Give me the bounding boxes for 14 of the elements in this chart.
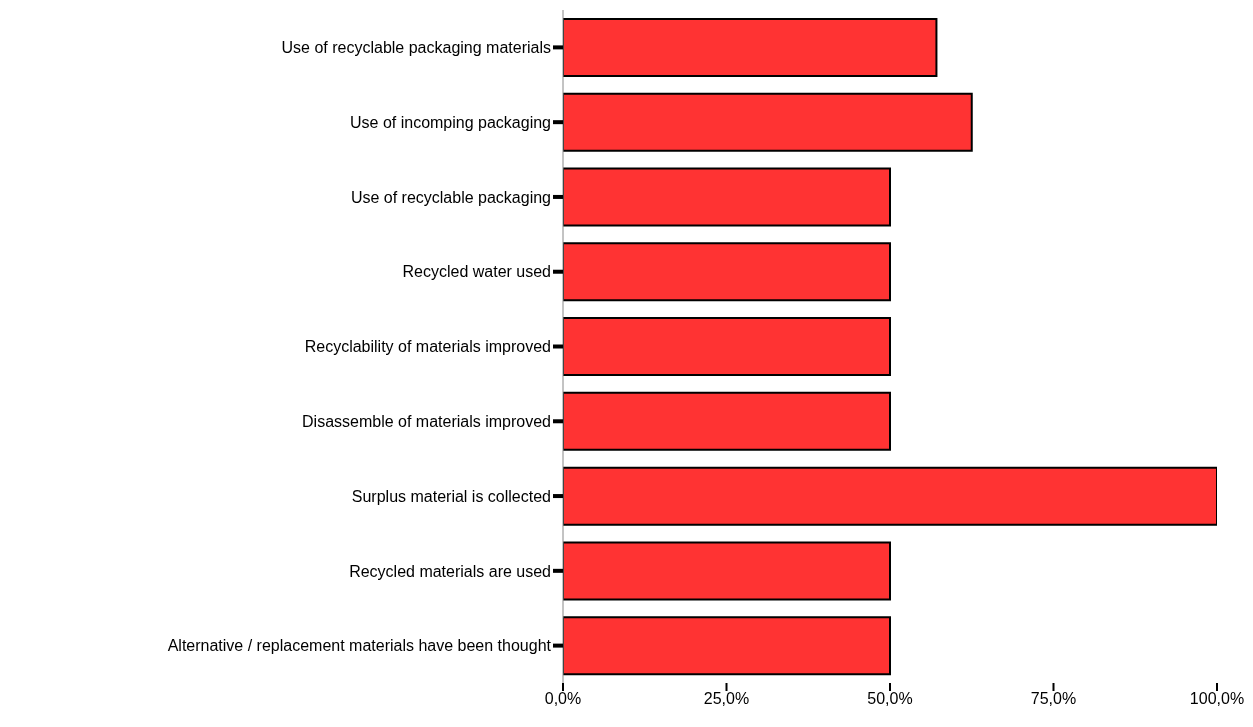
y-tick-label: Alternative / replacement materials have been thought (167, 637, 552, 655)
y-tick-label: Disassemble of materials improved (302, 412, 551, 430)
y-tick-label: Recyclability of materials improved (304, 338, 551, 356)
x-tick-label: 25,0% (703, 690, 750, 708)
x-tick-label: 75,0% (1030, 690, 1077, 708)
y-tick-label: Use of recyclable packaging materials (281, 39, 551, 57)
x-tick-label: 50,0% (867, 690, 913, 708)
y-tick-label: Surplus material is collected (351, 487, 551, 505)
x-tick-label: 0,0% (544, 690, 582, 708)
y-tick-label: Use of recyclable packaging (350, 188, 551, 206)
x-tick-label: 100,0% (1189, 690, 1245, 708)
y-tick-label: Recycled materials are used (349, 562, 551, 580)
y-tick-label: Recycled water used (402, 263, 551, 281)
y-tick-label: Use of incomping packaging (349, 113, 551, 131)
